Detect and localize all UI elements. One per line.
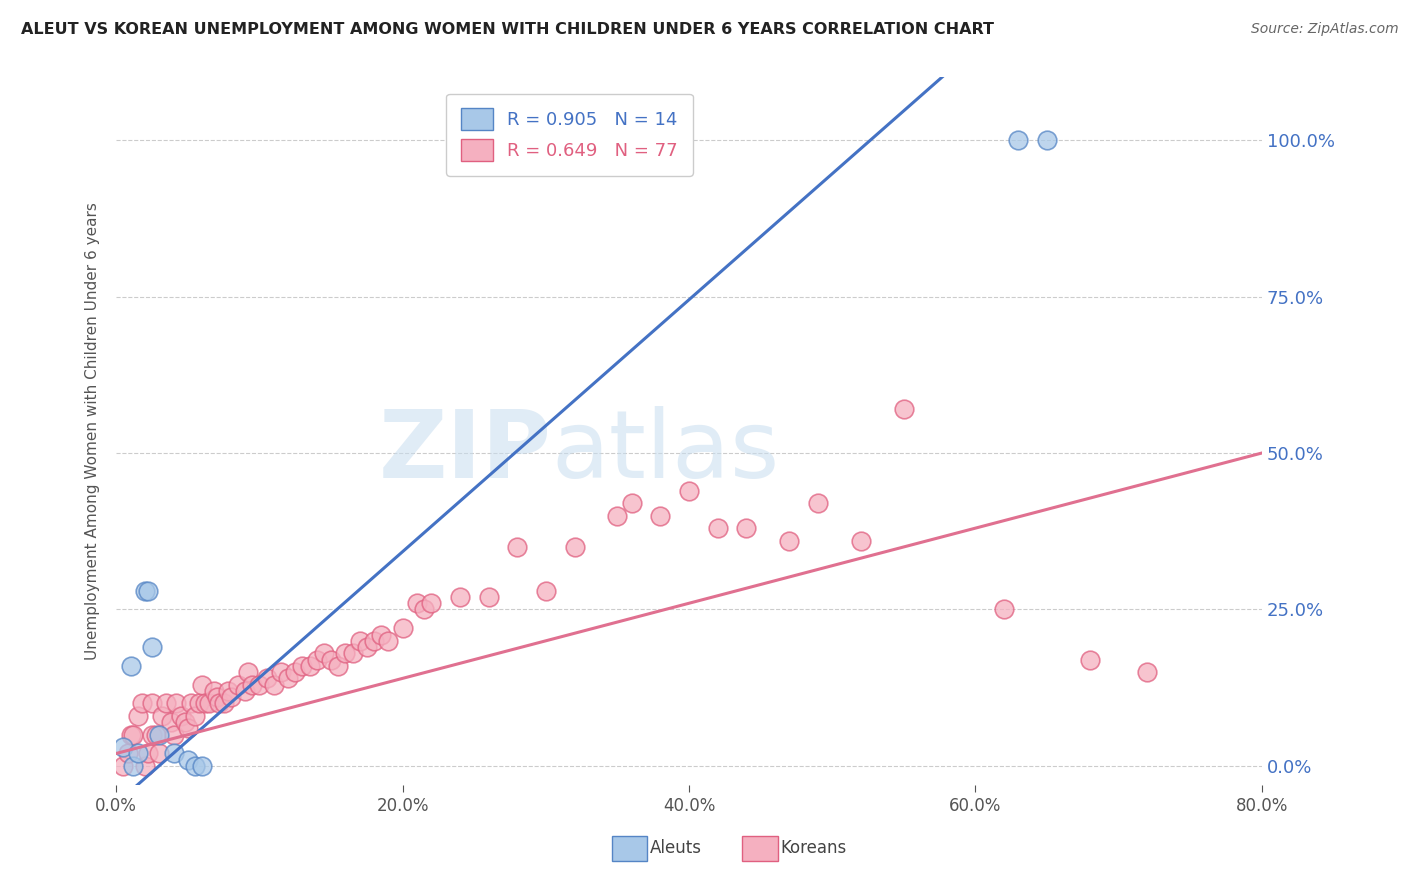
Point [319, 652, 342, 666]
Point [155, 697, 177, 711]
Point [735, 521, 758, 535]
Point [1007, 133, 1029, 147]
Text: atlas: atlas [551, 407, 780, 499]
Point [335, 646, 357, 660]
Point [778, 533, 800, 548]
Point [506, 540, 529, 554]
Point [650, 508, 672, 523]
Point [312, 646, 335, 660]
Text: ALEUT VS KOREAN UNEMPLOYMENT AMONG WOMEN WITH CHILDREN UNDER 6 YEARS CORRELATION: ALEUT VS KOREAN UNEMPLOYMENT AMONG WOMEN… [21, 22, 994, 37]
Point [678, 483, 700, 498]
Point [620, 496, 643, 510]
Point [148, 728, 170, 742]
Point [356, 640, 378, 654]
Point [277, 671, 299, 685]
Text: ZIP: ZIP [378, 407, 551, 499]
Point [120, 728, 142, 742]
Point [174, 715, 197, 730]
Point [184, 759, 207, 773]
Point [202, 684, 225, 698]
Point [191, 759, 214, 773]
Point [188, 697, 211, 711]
Point [136, 583, 159, 598]
Point [122, 759, 145, 773]
Point [141, 728, 163, 742]
Point [112, 759, 135, 773]
Point [159, 715, 181, 730]
Point [136, 747, 159, 761]
Point [170, 709, 193, 723]
Point [117, 747, 139, 761]
Point [217, 684, 239, 698]
Point [534, 583, 557, 598]
Point [134, 583, 156, 598]
Point [370, 627, 392, 641]
Point [363, 633, 385, 648]
Point [1078, 652, 1101, 666]
Point [184, 709, 207, 723]
Point [194, 697, 217, 711]
Point [342, 646, 364, 660]
Point [127, 709, 149, 723]
Point [198, 697, 221, 711]
Point [212, 697, 235, 711]
Point [219, 690, 242, 705]
Point [406, 596, 429, 610]
Point [449, 590, 471, 604]
Point [305, 652, 328, 666]
Point [328, 658, 350, 673]
Point [270, 665, 292, 679]
Point [564, 540, 586, 554]
Point [263, 677, 285, 691]
Point [165, 697, 187, 711]
Point [191, 677, 214, 691]
Point [145, 728, 167, 742]
Point [236, 665, 259, 679]
Point [249, 677, 271, 691]
Point [162, 747, 184, 761]
Point [131, 697, 153, 711]
Text: Source: ZipAtlas.com: Source: ZipAtlas.com [1251, 22, 1399, 37]
Point [606, 508, 628, 523]
Point [256, 671, 278, 685]
Point [291, 658, 314, 673]
Point [706, 521, 728, 535]
Point [240, 677, 263, 691]
Point [141, 640, 163, 654]
Point [226, 677, 249, 691]
Point [420, 596, 443, 610]
Point [233, 684, 256, 698]
Point [162, 728, 184, 742]
Point [141, 697, 163, 711]
Y-axis label: Unemployment Among Women with Children Under 6 years: Unemployment Among Women with Children U… [86, 202, 100, 660]
Point [298, 658, 321, 673]
Point [112, 740, 135, 755]
Point [120, 658, 142, 673]
Point [413, 602, 436, 616]
Point [148, 747, 170, 761]
Point [1136, 665, 1159, 679]
Point [1036, 133, 1059, 147]
Point [284, 665, 307, 679]
Point [205, 690, 228, 705]
Point [127, 747, 149, 761]
Point [150, 709, 173, 723]
Point [180, 697, 202, 711]
Point [993, 602, 1015, 616]
Point [377, 633, 399, 648]
Point [849, 533, 872, 548]
Point [807, 496, 830, 510]
Point [893, 402, 915, 417]
Point [208, 697, 231, 711]
Point [134, 759, 156, 773]
Text: Aleuts: Aleuts [650, 839, 702, 857]
Point [349, 633, 371, 648]
Text: Koreans: Koreans [780, 839, 846, 857]
Point [391, 621, 413, 635]
Point [177, 753, 200, 767]
Legend: R = 0.905   N = 14, R = 0.649   N = 77: R = 0.905 N = 14, R = 0.649 N = 77 [446, 94, 693, 176]
Point [478, 590, 501, 604]
Point [122, 728, 145, 742]
Point [177, 722, 200, 736]
